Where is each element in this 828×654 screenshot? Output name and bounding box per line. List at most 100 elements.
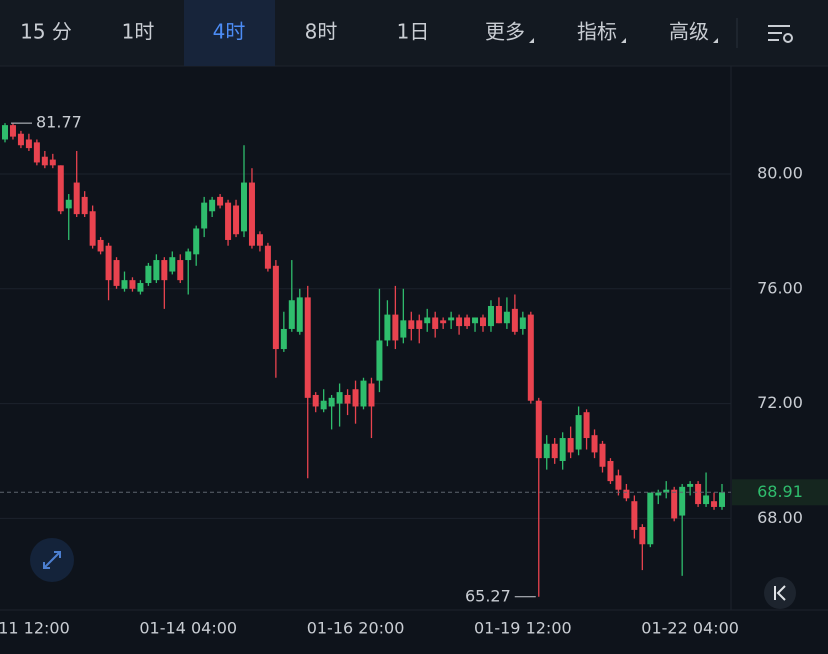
candle-body [352, 389, 359, 407]
candle-body [368, 383, 375, 407]
candle-body [567, 438, 574, 453]
candle-body [272, 265, 279, 350]
expand-button[interactable] [30, 538, 74, 582]
candle-body [647, 492, 654, 545]
candle-body [336, 392, 343, 404]
candle-body [376, 340, 383, 381]
candle-body [217, 196, 224, 206]
candle-body [233, 205, 240, 235]
candle-body [575, 415, 582, 450]
candle-body [209, 199, 216, 212]
y-tick-label: 72.00 [757, 393, 803, 412]
candle-body [416, 320, 423, 329]
candle-body [503, 311, 510, 324]
candle-body [392, 314, 399, 341]
candle-body [719, 492, 725, 507]
candle-body [583, 412, 590, 439]
candle-body [495, 305, 502, 324]
candle-body [440, 320, 447, 324]
candle-body [193, 228, 200, 255]
selected-tab [184, 0, 275, 66]
candle-body [97, 239, 104, 252]
dropdown-caret [529, 38, 534, 43]
candle-body [81, 196, 88, 215]
candle-body [551, 443, 558, 459]
tab[interactable]: 4时 [213, 20, 246, 44]
toolbar [0, 0, 828, 66]
candle-body [535, 400, 542, 459]
low-marker-label: 65.27 [465, 586, 511, 605]
candle-body [264, 245, 271, 269]
candle-body [33, 142, 40, 163]
candle-body [177, 260, 184, 281]
tab[interactable]: 15 分 [20, 20, 72, 44]
settings-icon[interactable] [768, 25, 793, 43]
candle-body [559, 438, 566, 462]
candle-body [527, 314, 534, 401]
candle-body [384, 314, 391, 341]
candle-body [161, 260, 168, 281]
tab[interactable]: 8时 [305, 20, 338, 44]
y-tick-label: 68.00 [757, 508, 803, 527]
candle-body [663, 489, 670, 493]
candle-body [57, 165, 64, 212]
candle-body [17, 133, 24, 146]
x-tick-label: 01-16 20:00 [307, 619, 405, 638]
last-price-box [732, 479, 828, 506]
candle-body [679, 486, 686, 516]
candle-body [113, 260, 120, 286]
candle-body [241, 182, 247, 232]
candle-body [312, 394, 319, 407]
high-marker-label: 81.77 [36, 113, 82, 132]
candle-body [487, 305, 494, 327]
x-tick-label: 01-14 04:00 [139, 619, 237, 638]
candle-body [432, 317, 439, 329]
candle-body [511, 308, 518, 332]
candle-body [9, 125, 16, 137]
y-tick-label: 76.00 [757, 278, 803, 297]
dropdown-caret [621, 38, 626, 43]
candle-body [599, 443, 606, 467]
candle-body [631, 501, 638, 530]
candle-body [145, 265, 152, 284]
candle-body [591, 435, 598, 453]
last-price-label: 68.91 [757, 482, 803, 501]
candle-body [49, 159, 56, 166]
tab[interactable]: 高级 [669, 20, 709, 44]
candle-body [671, 489, 678, 519]
candle-body [41, 156, 48, 166]
candle-body [201, 202, 208, 229]
x-tick-label: 01-22 04:00 [641, 619, 739, 638]
candle-body [153, 260, 160, 281]
candle-body [129, 280, 136, 289]
candle-body [320, 400, 327, 410]
candle-body [464, 317, 471, 327]
scroll-latest-button[interactable] [764, 577, 796, 609]
candle-body [480, 317, 486, 327]
candle-body [248, 182, 255, 246]
candle-body [89, 211, 96, 246]
candle-body [687, 483, 694, 487]
candle-body [25, 139, 32, 149]
tab[interactable]: 指标 [577, 20, 617, 44]
candle-body [615, 475, 622, 490]
candle-body [519, 317, 526, 329]
candle-body [639, 527, 646, 545]
candle-body [169, 257, 176, 272]
x-tick-label: 01-19 12:00 [474, 619, 572, 638]
candle-body [256, 234, 263, 246]
tab[interactable]: 1时 [122, 20, 155, 44]
tab[interactable]: 1日 [397, 20, 430, 44]
candle-body [711, 501, 718, 507]
candle-body [400, 320, 407, 338]
candle-body [304, 297, 311, 398]
candle-body [695, 483, 702, 505]
tab[interactable]: 更多 [485, 20, 525, 44]
candle-body [655, 492, 662, 496]
candle-body [456, 317, 463, 327]
candle-body [424, 317, 431, 324]
candle-body [328, 397, 335, 407]
candle-body [408, 320, 415, 329]
